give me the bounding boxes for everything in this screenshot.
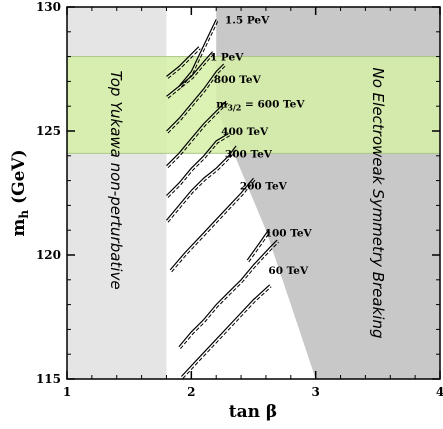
contour-line <box>166 63 225 132</box>
contour-line-dashed <box>180 241 279 350</box>
y-axis-title-unit: (GeV) <box>9 149 29 210</box>
contour-label: 1.5 PeV <box>225 14 270 26</box>
y-axis-title-main: m <box>9 219 29 237</box>
contour-label: 100 TeV <box>265 228 313 240</box>
contour-label: 1 PeV <box>210 52 244 64</box>
y-tick-label: 130 <box>36 0 61 14</box>
contour-line-dashed <box>180 21 219 89</box>
contour-label: m3/2 = 600 TeV <box>216 99 305 113</box>
y-tick-label: 120 <box>36 248 61 262</box>
y-axis-title-sub: h <box>17 210 31 219</box>
higgs-mass-band <box>67 56 440 154</box>
contour-line-dashed <box>167 135 231 198</box>
contour-label: 60 TeV <box>268 265 309 277</box>
contour-line <box>169 177 254 271</box>
contour-line <box>166 100 227 167</box>
plot-frame <box>66 6 441 380</box>
contour-line-dashed <box>171 179 256 273</box>
contour-line-dashed <box>182 286 272 379</box>
y-tick-label: 125 <box>36 124 61 138</box>
contour-line-dashed <box>248 231 271 263</box>
x-axis-title: tan β <box>229 402 277 422</box>
contour-line-dashed <box>167 65 226 134</box>
contour-line <box>166 46 200 77</box>
region-label-top-yukawa: Top Yukawa non-perturbative <box>107 70 125 289</box>
contour-label: 200 TeV <box>240 181 288 193</box>
contour-line <box>246 229 269 261</box>
x-tick-label: 1 <box>63 385 71 399</box>
contour-line <box>166 145 237 221</box>
contour-line-dashed <box>167 53 215 99</box>
x-tick-label: 3 <box>311 385 319 399</box>
contour-line <box>166 51 213 97</box>
x-tick-label: 2 <box>187 385 195 399</box>
contour-line-dashed <box>167 48 201 79</box>
contour-line <box>180 284 271 377</box>
contour-label: 300 TeV <box>225 148 273 160</box>
contour-line-dashed <box>167 147 238 223</box>
contour-line <box>166 132 229 196</box>
contour-line <box>178 239 278 348</box>
region-label-no-ewsb: No Electroweak Symmetry Breaking <box>369 68 387 339</box>
contour-label: 400 TeV <box>221 126 269 138</box>
contour-line-dashed <box>167 102 228 169</box>
x-tick-label: 4 <box>436 385 443 399</box>
y-axis-title: mh (GeV) <box>9 149 31 236</box>
y-tick-label: 115 <box>36 372 61 386</box>
contour-line <box>178 19 217 87</box>
contour-label: 800 TeV <box>214 74 262 86</box>
